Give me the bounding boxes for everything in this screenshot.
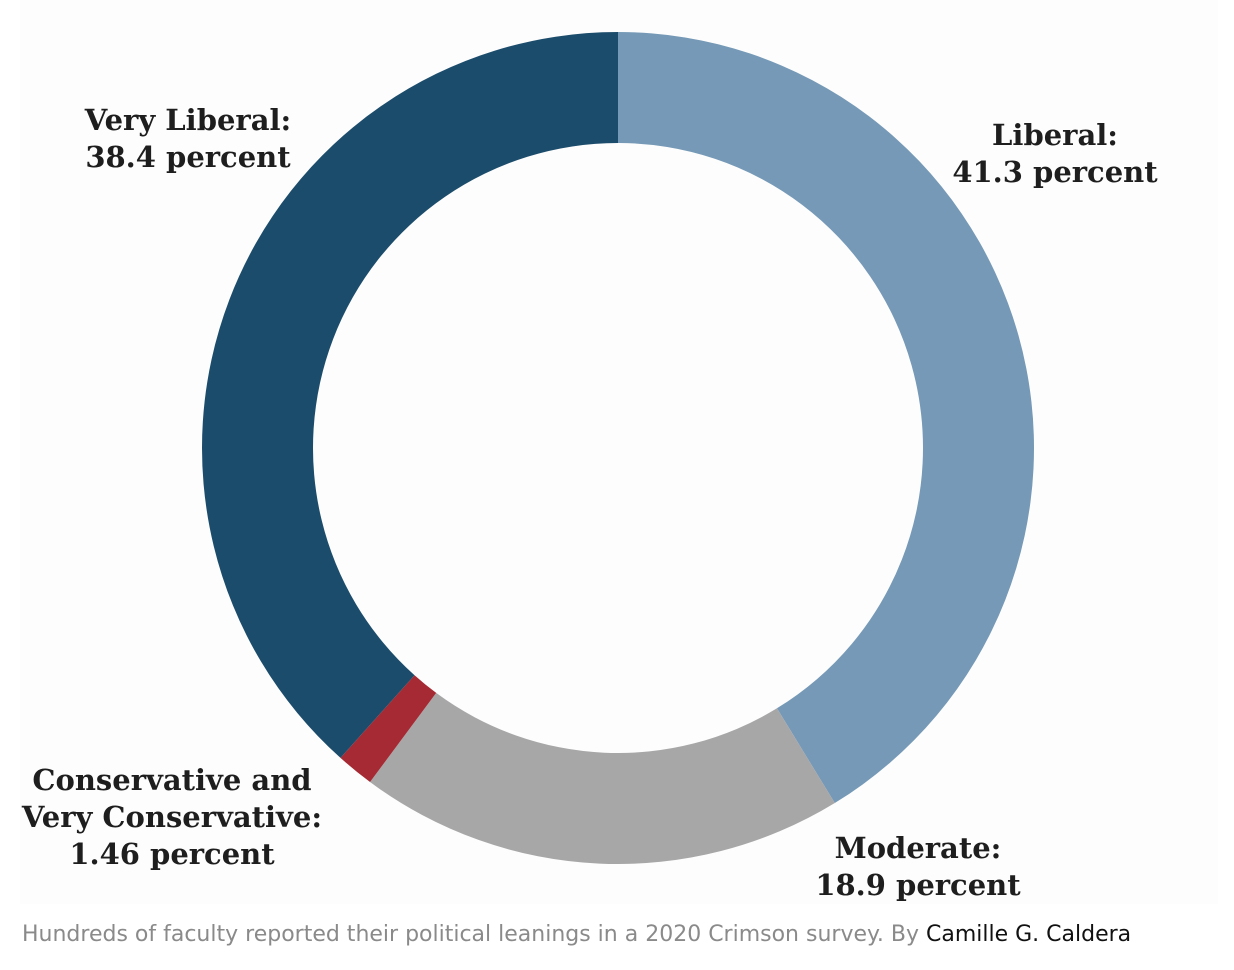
label-line: 1.46 percent <box>69 837 275 871</box>
label-line: Liberal: <box>992 118 1118 152</box>
label-line: 41.3 percent <box>952 155 1158 189</box>
label-liberal: Liberal: 41.3 percent <box>952 118 1158 189</box>
caption-text: Hundreds of faculty reported their polit… <box>22 922 926 947</box>
label-moderate: Moderate: 18.9 percent <box>815 831 1021 902</box>
slice-conservative-and-very-conservative <box>340 675 437 783</box>
label-line: Moderate: <box>835 831 1002 865</box>
label-very-liberal: Very Liberal: 38.4 percent <box>84 103 291 174</box>
donut-slices <box>201 32 1034 864</box>
slice-labels: Liberal: 41.3 percent Moderate: 18.9 percen… <box>21 103 1158 902</box>
slice-liberal <box>618 32 1034 804</box>
slice-moderate <box>370 692 835 864</box>
label-line: Very Conservative: <box>21 800 322 834</box>
label-line: Very Liberal: <box>84 103 291 137</box>
label-conservative-and-very-conservative: Conservative and Very Conservative: 1.46 p… <box>21 763 322 871</box>
label-line: 38.4 percent <box>85 140 291 174</box>
photo-caption: Hundreds of faculty reported their polit… <box>22 922 1131 947</box>
caption-credit: Camille G. Caldera <box>925 922 1132 947</box>
slice-very-liberal <box>201 32 618 758</box>
label-line: 18.9 percent <box>815 868 1021 902</box>
donut-chart: Liberal: 41.3 percent Moderate: 18.9 percen… <box>21 32 1158 902</box>
label-line: Conservative and <box>32 763 311 797</box>
